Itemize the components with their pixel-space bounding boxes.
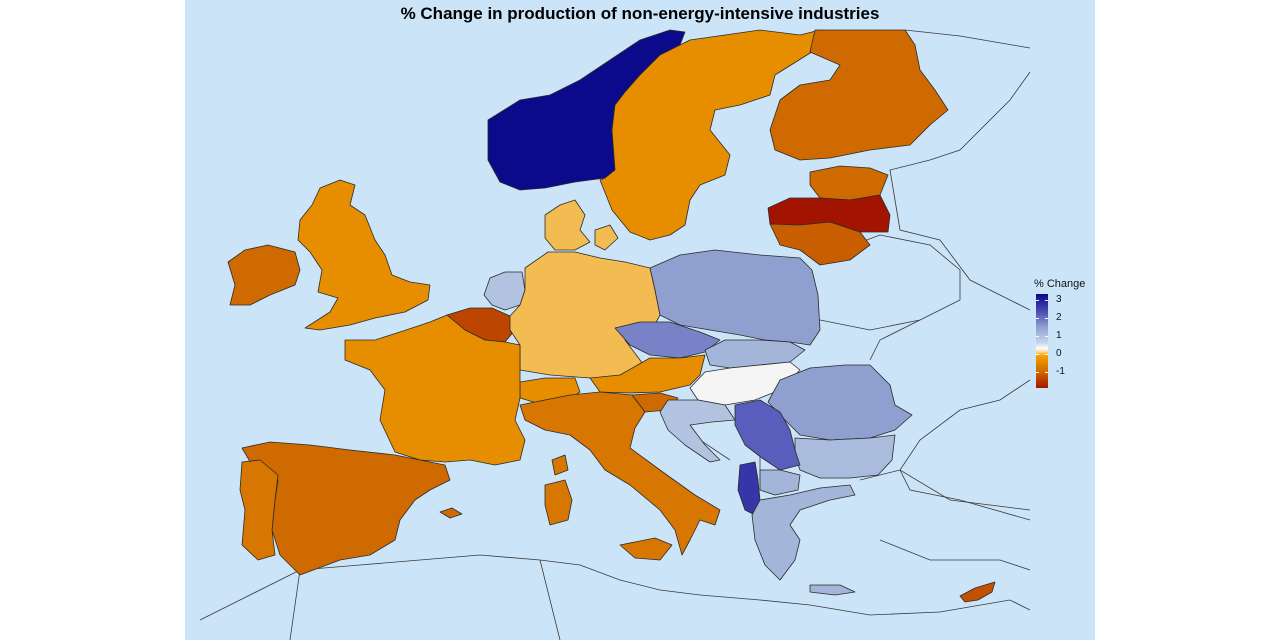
legend-tick-mark [1036,300,1039,301]
country-romania[interactable] [767,364,913,441]
europe-map [199,29,1031,640]
legend-tick-mark [1045,336,1048,337]
legend-tick-mark [1036,372,1039,373]
legend-tick-mark [1045,300,1048,301]
country-ireland[interactable] [227,244,301,306]
legend-tick-mark [1036,354,1039,355]
country-cyprus[interactable] [959,581,996,603]
legend-tick-mark [1045,372,1048,373]
north-africa-outline [199,554,1031,640]
legend-tick-mark [1045,354,1048,355]
legend-tick-mark [1045,318,1048,319]
country-north-macedonia[interactable] [759,469,801,496]
country-estonia[interactable] [809,165,889,201]
legend-tick-label: 0 [1056,348,1062,359]
country-denmark[interactable] [544,199,619,251]
country-france[interactable] [344,314,526,466]
country-uk[interactable] [297,179,431,331]
legend-tick-label: 2 [1056,312,1062,323]
country-portugal[interactable] [239,459,279,561]
country-lithuania[interactable] [769,221,871,266]
country-germany[interactable] [509,251,661,383]
country-finland[interactable] [769,29,949,161]
country-slovakia[interactable] [704,339,806,369]
country-italy[interactable] [519,391,721,561]
country-greece[interactable] [751,484,856,596]
legend-tick-mark [1036,336,1039,337]
legend-tick-mark [1036,318,1039,319]
map-panel [185,0,1095,640]
turkey-outline [859,469,1031,571]
country-austria[interactable] [589,354,706,394]
country-poland[interactable] [649,249,821,346]
legend-tick-label: 1 [1056,330,1062,341]
russia-outline [889,29,1031,521]
belarus-ukraine-outline [819,234,961,361]
country-spain-balearics[interactable] [439,507,463,519]
country-bulgaria[interactable] [794,434,896,479]
country-netherlands[interactable] [483,271,526,311]
country-sweden[interactable] [599,29,821,241]
legend-tick-label: -1 [1056,366,1065,377]
legend-color-bar [1036,294,1048,388]
country-serbia[interactable] [734,399,801,471]
legend-tick-label: 3 [1056,294,1062,305]
countries [227,29,996,603]
legend: % Change 3 2 1 0 -1 [1034,278,1094,388]
map-title: % Change in production of non-energy-int… [400,4,880,23]
legend-title: % Change [1034,278,1086,290]
country-croatia[interactable] [659,399,736,463]
